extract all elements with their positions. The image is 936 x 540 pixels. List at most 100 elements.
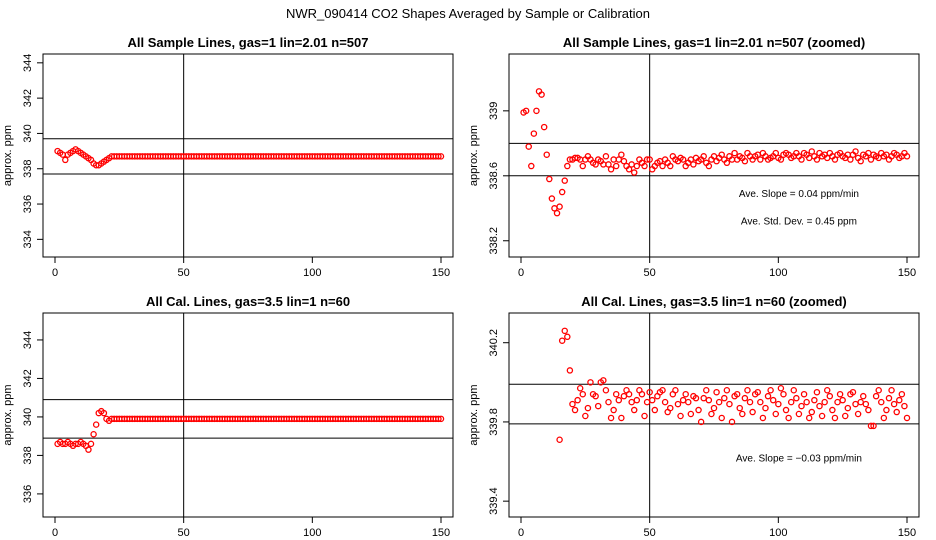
data-point (571, 406, 579, 414)
data-point (582, 412, 589, 420)
data-point (607, 414, 615, 422)
data-point (667, 404, 674, 412)
x-tick-label: 150 (898, 527, 916, 539)
data-point (831, 156, 839, 163)
data-point (726, 400, 733, 408)
data-point (741, 157, 749, 165)
data-point (875, 386, 882, 394)
data-point (764, 392, 772, 400)
data-point (793, 394, 800, 402)
data-point (625, 166, 633, 173)
plot-frame (42, 312, 454, 518)
data-point (528, 162, 535, 170)
data-point (805, 414, 813, 422)
data-point (857, 157, 864, 165)
data-point (823, 386, 831, 394)
data-point (692, 394, 700, 402)
data-point (757, 156, 764, 163)
data-point (772, 410, 780, 418)
data-point (685, 398, 692, 406)
data-point (754, 388, 761, 396)
data-point (798, 156, 805, 163)
data-point (90, 430, 97, 438)
data-point (558, 188, 566, 196)
data-point (533, 107, 540, 115)
data-point (811, 396, 818, 404)
x-tick-label: 50 (178, 527, 190, 539)
data-point (682, 390, 689, 398)
plot-frame (508, 312, 920, 518)
data-point (610, 406, 617, 414)
data-point (890, 400, 898, 408)
data-point (790, 386, 798, 394)
data-point (679, 396, 687, 404)
data-point (610, 156, 617, 163)
data-point (787, 398, 795, 406)
x-tick-label: 150 (432, 527, 450, 539)
data-point (633, 396, 641, 404)
data-point (723, 159, 731, 167)
data-point (813, 388, 821, 396)
data-point (769, 396, 777, 404)
data-point (587, 379, 594, 386)
y-tick-label: 340 (22, 124, 34, 142)
y-tick-label: 339.4 (488, 487, 500, 515)
x-tick-label: 100 (303, 527, 321, 539)
data-point (834, 398, 841, 406)
data-point (605, 398, 612, 406)
data-point (92, 421, 100, 428)
y-tick-label: 334 (22, 230, 34, 248)
data-point (808, 408, 816, 416)
data-point (798, 402, 805, 410)
data-point (870, 422, 877, 430)
data-point (630, 169, 638, 176)
data-point (543, 151, 550, 158)
x-tick-label: 100 (303, 267, 321, 279)
y-tick-label: 338 (22, 160, 34, 178)
plot-frame (508, 53, 920, 258)
x-tick-label: 0 (52, 527, 58, 539)
data-point (785, 414, 792, 422)
data-point (574, 396, 581, 404)
data-point (625, 390, 633, 398)
data-point (780, 390, 787, 398)
y-tick-label: 338 (22, 446, 34, 464)
data-point (852, 400, 859, 408)
data-point (630, 406, 638, 414)
data-point (687, 410, 695, 418)
data-point (836, 390, 844, 398)
data-point (903, 153, 911, 160)
data-point (674, 400, 682, 408)
data-point (633, 162, 641, 170)
data-point (703, 386, 710, 394)
data-point (772, 149, 780, 157)
data-point (839, 396, 846, 404)
x-tick-label: 0 (518, 527, 524, 539)
data-point (690, 161, 697, 168)
x-tick-label: 0 (518, 267, 524, 279)
data-point (540, 123, 548, 131)
data-point (651, 406, 659, 414)
y-tick-label: 338.6 (488, 162, 500, 190)
data-point (728, 418, 736, 426)
data-point (641, 412, 648, 420)
data-point (700, 394, 707, 402)
y-tick-label: 340 (22, 408, 34, 426)
data-point (615, 396, 623, 404)
data-point (718, 151, 725, 158)
data-point (746, 398, 754, 406)
chart-panel-3: All Cal. Lines, gas=3.5 lin=1 n=60 approx… (2, 294, 454, 539)
y-axis-label: approx. ppm (468, 125, 480, 186)
data-point (561, 327, 568, 335)
data-point (903, 414, 911, 422)
y-axis-label: approx. ppm (468, 384, 480, 445)
data-point (697, 418, 705, 426)
data-point (556, 436, 563, 444)
data-point (695, 406, 702, 414)
x-tick-label: 50 (644, 527, 656, 539)
y-axis-label: approx. ppm (2, 384, 14, 445)
data-point (775, 400, 782, 408)
data-point (808, 148, 816, 155)
data-point (579, 390, 587, 398)
data-point (782, 406, 790, 414)
